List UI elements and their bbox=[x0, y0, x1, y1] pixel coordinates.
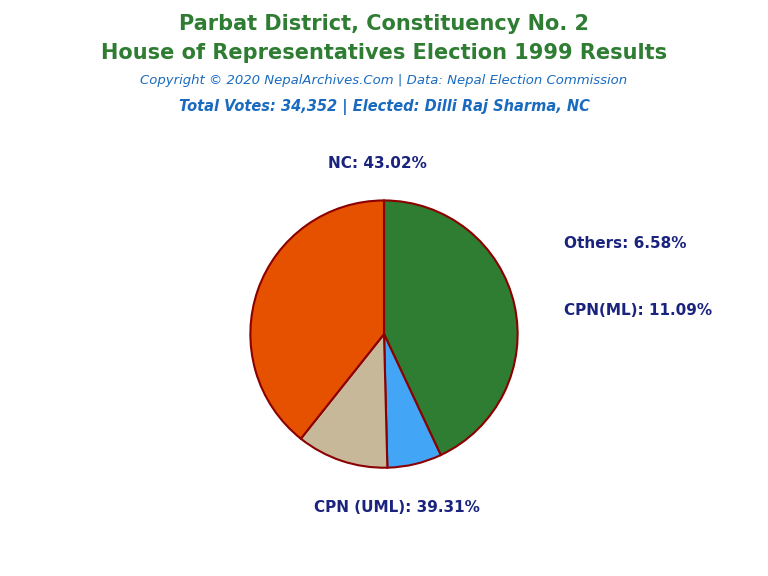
Text: NC: 43.02%: NC: 43.02% bbox=[328, 156, 427, 170]
Wedge shape bbox=[384, 334, 441, 468]
Text: Copyright © 2020 NepalArchives.Com | Data: Nepal Election Commission: Copyright © 2020 NepalArchives.Com | Dat… bbox=[141, 74, 627, 87]
Wedge shape bbox=[301, 334, 387, 468]
Text: House of Representatives Election 1999 Results: House of Representatives Election 1999 R… bbox=[101, 43, 667, 63]
Text: Others: 6.58%: Others: 6.58% bbox=[564, 236, 687, 251]
Text: CPN (UML): 39.31%: CPN (UML): 39.31% bbox=[314, 501, 480, 516]
Text: Parbat District, Constituency No. 2: Parbat District, Constituency No. 2 bbox=[179, 14, 589, 35]
Wedge shape bbox=[250, 200, 384, 439]
Text: Total Votes: 34,352 | Elected: Dilli Raj Sharma, NC: Total Votes: 34,352 | Elected: Dilli Raj… bbox=[179, 99, 589, 115]
Wedge shape bbox=[384, 200, 518, 455]
Text: CPN(ML): 11.09%: CPN(ML): 11.09% bbox=[564, 302, 713, 317]
